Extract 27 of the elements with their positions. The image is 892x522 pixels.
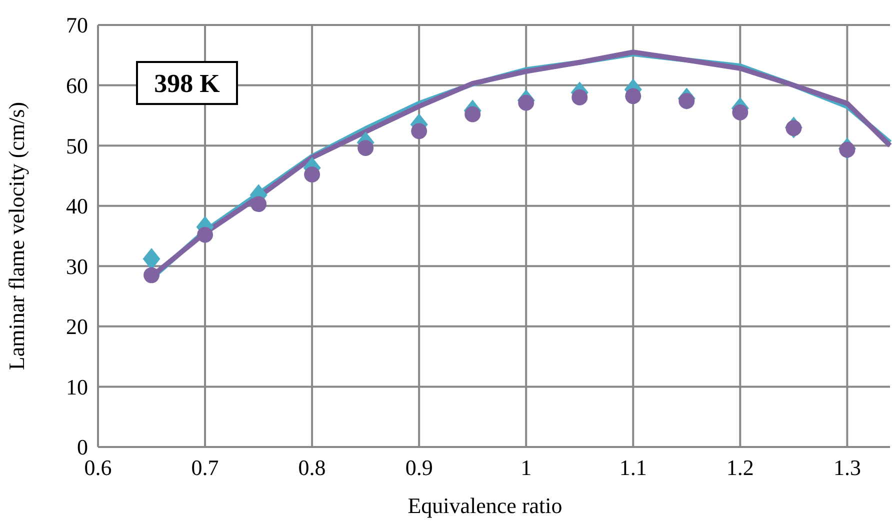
point <box>625 88 642 104</box>
x-tick-label: 0.7 <box>191 455 219 480</box>
y-tick-label: 70 <box>66 12 88 38</box>
point <box>732 104 748 120</box>
x-tick-label: 1.1 <box>619 455 647 480</box>
x-tick-label: 1.3 <box>833 455 861 480</box>
x-tick-label: 1 <box>520 455 532 480</box>
x-tick-label: 1.2 <box>726 455 754 480</box>
point <box>304 166 320 182</box>
annotation: 398 K <box>154 69 221 98</box>
y-tick-label: 50 <box>66 133 88 158</box>
y-axis-title: Laminar flame velocity (cm/s) <box>4 102 29 370</box>
y-tick-label: 40 <box>66 194 88 219</box>
x-axis-title: Equivalence ratio <box>408 493 562 518</box>
point <box>464 106 481 122</box>
point <box>197 226 214 243</box>
x-tick-label: 0.8 <box>298 455 326 480</box>
y-tick-label: 60 <box>66 72 88 98</box>
y-tick-label: 10 <box>66 374 88 400</box>
x-tick-label: 0.9 <box>405 455 433 480</box>
y-tick-label: 30 <box>66 254 88 279</box>
y-tick-label: 20 <box>66 314 88 340</box>
point <box>572 89 588 106</box>
point <box>411 123 428 140</box>
point <box>358 140 374 156</box>
point <box>250 196 267 212</box>
point <box>144 267 160 284</box>
